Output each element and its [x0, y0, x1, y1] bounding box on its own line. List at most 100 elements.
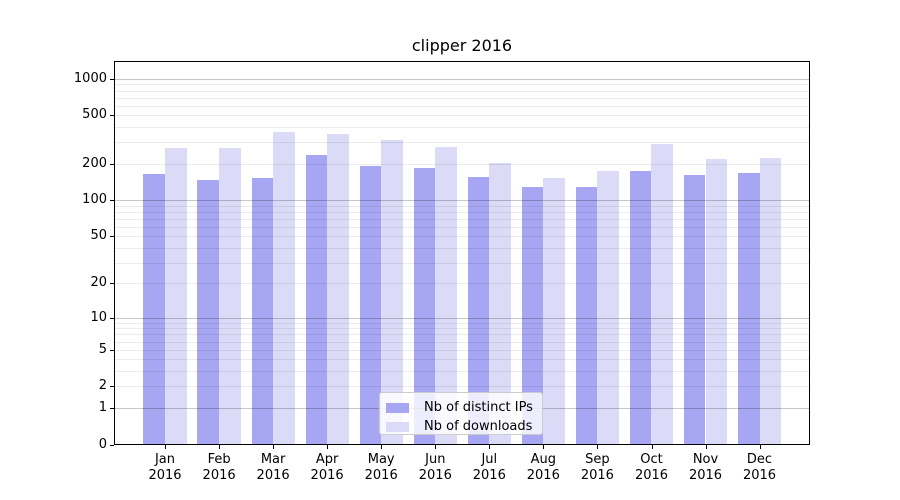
gridline-minor-500: [115, 115, 809, 117]
gridline-minor-9: [115, 322, 809, 324]
bar-aug-downloads: [543, 177, 565, 444]
legend-item-downloads: Nb of downloads: [386, 417, 534, 436]
x-tick-mark-jan: [165, 445, 166, 449]
gridline-minor-400: [115, 127, 809, 129]
bar-oct-downloads: [651, 144, 674, 444]
gridline-minor-8: [115, 328, 809, 330]
y-tick-mark-100: [110, 200, 114, 202]
gridline-minor-50: [115, 236, 809, 238]
x-tick-mark-oct: [651, 445, 653, 449]
gridline-minor-700: [115, 97, 809, 99]
gridline-minor-200: [115, 163, 809, 165]
bar-mar-downloads: [273, 131, 295, 444]
gridline-minor-900: [115, 84, 809, 86]
x-tick-label-apr: Apr 2016: [310, 452, 344, 483]
y-tick-label-10: 10: [90, 309, 107, 325]
gridline-minor-6: [115, 341, 809, 343]
y-tick-mark-20: [110, 283, 114, 285]
gridline-minor-40: [115, 247, 809, 249]
bar-jan-distinct-ips: [143, 173, 165, 444]
gridline-major-100: [115, 200, 809, 202]
bar-nov-downloads: [705, 158, 728, 444]
gridline-minor-4: [115, 359, 809, 361]
x-tick-label-nov: Nov 2016: [688, 452, 723, 483]
gridline-minor-5: [115, 349, 809, 351]
legend: Nb of distinct IPs Nb of downloads: [379, 392, 543, 435]
gridline-minor-600: [115, 105, 809, 107]
x-tick-label-jun: Jun 2016: [418, 452, 452, 483]
bar-apr-distinct-ips: [305, 154, 328, 444]
y-tick-label-0: 0: [98, 436, 107, 452]
bar-sep-downloads: [597, 171, 619, 444]
gridline-major-10: [115, 317, 809, 319]
gridline-minor-2: [115, 386, 809, 388]
bar-dec-distinct-ips: [737, 173, 760, 444]
x-tick-mark-mar: [273, 445, 275, 449]
y-tick-mark-10: [110, 317, 114, 319]
gridline-minor-300: [115, 142, 809, 144]
bar-dec-downloads: [759, 157, 782, 444]
bar-feb-distinct-ips: [197, 180, 220, 444]
legend-label-downloads: Nb of downloads: [424, 419, 533, 434]
y-tick-label-1: 1: [98, 399, 107, 415]
bar-feb-downloads: [219, 148, 241, 444]
bar-jul-distinct-ips: [467, 176, 490, 444]
y-tick-label-100: 100: [82, 192, 107, 208]
legend-swatch-downloads-icon: [386, 421, 409, 432]
y-tick-label-50: 50: [90, 228, 107, 244]
bar-may-downloads: [381, 139, 403, 444]
x-tick-mark-jun: [435, 445, 437, 449]
y-tick-mark-200: [110, 163, 114, 165]
x-tick-mark-nov: [705, 445, 707, 449]
gridline-minor-7: [115, 334, 809, 336]
legend-label-distinct-ips: Nb of distinct IPs: [424, 400, 533, 415]
gridline-minor-80: [115, 211, 809, 213]
bar-may-distinct-ips: [359, 165, 382, 444]
y-tick-label-20: 20: [90, 275, 107, 291]
gridline-minor-90: [115, 205, 809, 207]
y-tick-label-200: 200: [82, 155, 107, 171]
x-tick-mark-feb: [219, 445, 221, 449]
y-tick-mark-2: [110, 386, 114, 388]
y-tick-mark-1: [110, 407, 114, 409]
bar-aug-distinct-ips: [521, 186, 544, 444]
x-tick-label-feb: Feb 2016: [202, 452, 236, 483]
y-tick-label-5: 5: [98, 341, 107, 357]
bar-jan-downloads: [165, 147, 187, 444]
gridline-minor-3: [115, 371, 809, 373]
y-tick-mark-0: [110, 444, 114, 446]
x-tick-label-oct: Oct 2016: [634, 452, 669, 483]
x-tick-label-jul: Jul 2016: [472, 452, 506, 483]
y-tick-label-500: 500: [82, 107, 107, 123]
bar-sep-distinct-ips: [575, 186, 598, 444]
gridline-minor-800: [115, 90, 809, 92]
bar-mar-distinct-ips: [251, 177, 274, 444]
bar-jun-downloads: [435, 146, 457, 444]
gridline-minor-20: [115, 283, 809, 285]
y-tick-label-2: 2: [98, 378, 107, 394]
y-tick-mark-50: [110, 236, 114, 238]
y-tick-mark-500: [110, 115, 114, 117]
x-tick-label-mar: Mar 2016: [256, 452, 290, 483]
legend-swatch-distinct-ips-icon: [386, 402, 409, 413]
gridline-minor-30: [115, 262, 809, 264]
gridline-major-1000: [115, 78, 809, 80]
x-tick-label-jan: Jan 2016: [148, 452, 182, 483]
gridline-minor-70: [115, 218, 809, 220]
x-tick-mark-apr: [327, 445, 329, 449]
x-tick-label-sep: Sep 2016: [580, 452, 614, 483]
legend-item-distinct-ips: Nb of distinct IPs: [386, 398, 534, 417]
y-tick-mark-5: [110, 349, 114, 351]
bar-oct-distinct-ips: [629, 170, 652, 444]
x-tick-mark-jul: [489, 445, 491, 449]
chart-title: clipper 2016: [411, 36, 513, 55]
gridline-minor-60: [115, 226, 809, 228]
x-tick-label-aug: Aug 2016: [526, 452, 560, 483]
bar-jun-distinct-ips: [413, 168, 436, 444]
bar-apr-downloads: [327, 133, 349, 444]
x-tick-mark-sep: [597, 445, 599, 449]
x-tick-mark-may: [381, 445, 383, 449]
bar-jul-downloads: [489, 163, 511, 444]
x-tick-mark-aug: [543, 445, 545, 449]
y-tick-mark-1000: [110, 78, 114, 80]
